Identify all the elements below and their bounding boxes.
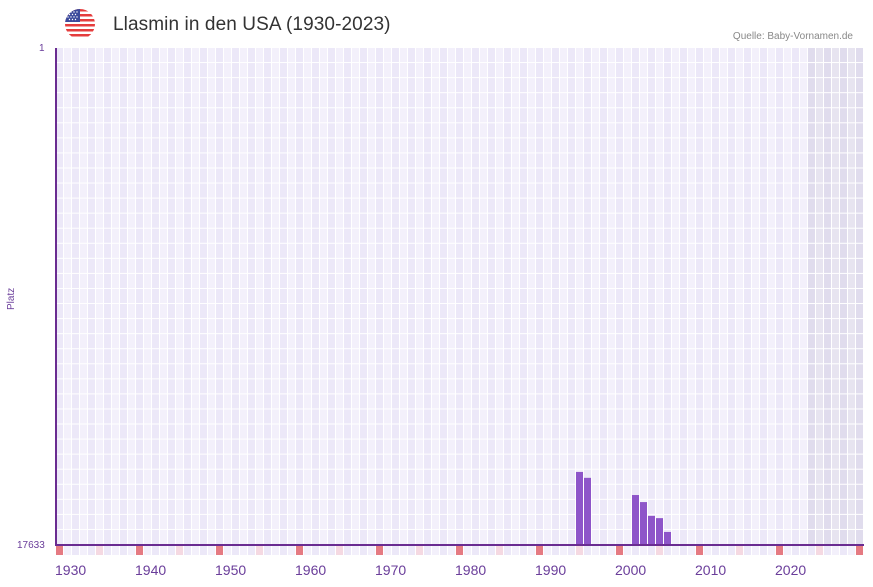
x-tick-label: 1940 [135, 562, 167, 578]
decade-marker [216, 546, 223, 555]
decade-marker [776, 546, 783, 555]
bar-2006 [664, 531, 671, 545]
y-axis-line [55, 48, 57, 546]
x-tick-label: 2010 [695, 562, 727, 578]
y-tick-bottom: 17633 [17, 540, 45, 551]
decade-marker [376, 546, 383, 555]
decade-marker [136, 546, 143, 555]
decade-marker [696, 546, 703, 555]
x-tick-label: 1970 [375, 562, 407, 578]
x-tick-label: 1950 [215, 562, 247, 578]
decade-marker [296, 546, 303, 555]
decade-marker [856, 546, 863, 555]
y-tick-top: 1 [39, 43, 45, 54]
decade-marker [56, 546, 63, 555]
x-tick-label: 1960 [295, 562, 327, 578]
bar-2004 [648, 515, 655, 545]
decade-marker [456, 546, 463, 555]
x-tick-label: 1930 [55, 562, 87, 578]
source-credit: Quelle: Baby-Vornamen.de [732, 31, 853, 42]
x-tick-label: 2020 [775, 562, 807, 578]
x-tick-label: 1990 [535, 562, 567, 578]
x-axis-line [55, 544, 864, 546]
bar-1996 [584, 477, 591, 545]
chart-title: Llasmin in den USA (1930-2023) [113, 14, 391, 35]
decade-marker [536, 546, 543, 555]
bar-2002 [632, 495, 639, 545]
us-flag-icon [65, 9, 95, 39]
x-tick-label: 2000 [615, 562, 647, 578]
x-tick-label: 1980 [455, 562, 487, 578]
bar-2003 [640, 502, 647, 545]
decade-marker [616, 546, 623, 555]
bar-1995 [576, 471, 583, 545]
bar-2005 [656, 518, 663, 545]
flag-us [65, 9, 95, 39]
